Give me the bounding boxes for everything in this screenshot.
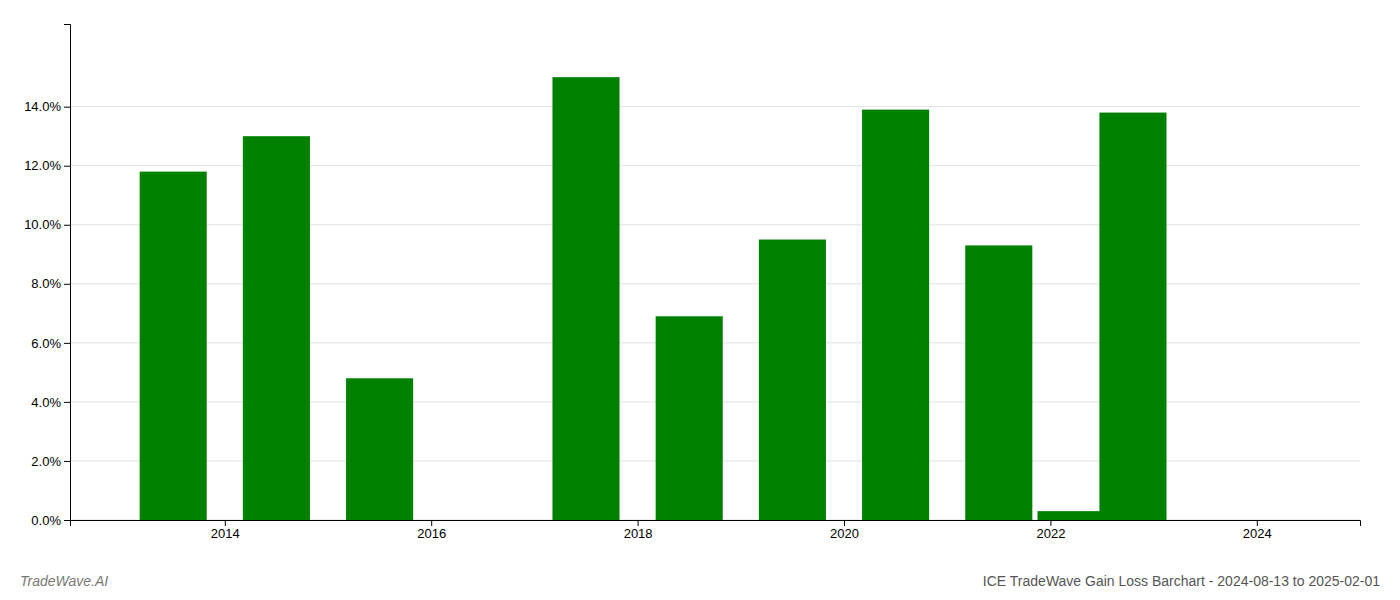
y-tick: 10.0% — [24, 217, 70, 232]
y-tick: 2.0% — [31, 454, 70, 469]
x-tick-label: 2020 — [830, 526, 859, 541]
bar — [1099, 113, 1166, 520]
bar — [243, 136, 310, 520]
bars — [140, 77, 1167, 520]
y-tick-label: 2.0% — [31, 454, 61, 469]
watermark: TradeWave.AI — [20, 573, 108, 589]
y-tick-mark — [64, 343, 70, 344]
y-tick-label: 4.0% — [31, 395, 61, 410]
x-tick: 2016 — [417, 520, 446, 541]
y-tick: 12.0% — [24, 158, 70, 173]
chart: 2014 2016 2018 2020 2022 2024 0.0% 2.0% 4.0% 6.0%… — [0, 0, 1400, 600]
x-tick: 2022 — [1036, 520, 1065, 541]
bar — [1038, 511, 1105, 520]
x-tick-label: 2022 — [1036, 526, 1065, 541]
y-tick-label: 0.0% — [31, 513, 61, 528]
bar — [140, 172, 207, 520]
x-axis-line — [71, 521, 1361, 527]
title: ICE TradeWave Gain Loss Barchart - 2024-… — [983, 573, 1380, 589]
x-tick-label: 2016 — [417, 526, 446, 541]
x-tick-mark — [225, 520, 226, 526]
y-tick-label: 12.0% — [24, 158, 61, 173]
bar — [965, 245, 1032, 520]
bar — [552, 77, 619, 520]
grid — [70, 107, 1360, 520]
bar — [862, 110, 929, 520]
x-tick-mark — [1050, 520, 1051, 526]
bar — [656, 316, 723, 520]
x-axis: 2014 2016 2018 2020 2022 2024 — [71, 520, 1361, 541]
x-tick-label: 2024 — [1243, 526, 1272, 541]
x-tick-mark — [1257, 520, 1258, 526]
bar — [759, 240, 826, 520]
x-tick: 2020 — [830, 520, 859, 541]
y-tick-mark — [64, 461, 70, 462]
y-tick-mark — [64, 107, 70, 108]
x-tick-mark — [844, 520, 845, 526]
y-tick-mark — [64, 284, 70, 285]
x-tick-mark — [431, 520, 432, 526]
y-tick-label: 14.0% — [24, 99, 61, 114]
x-tick: 2014 — [211, 520, 240, 541]
y-tick: 4.0% — [31, 395, 70, 410]
y-tick: 14.0% — [24, 99, 70, 114]
y-tick-mark — [64, 166, 70, 167]
x-tick-mark — [638, 520, 639, 526]
x-tick-label: 2014 — [211, 526, 240, 541]
bar — [346, 378, 413, 520]
y-tick-label: 8.0% — [31, 276, 61, 291]
y-tick-label: 10.0% — [24, 217, 61, 232]
x-tick-label: 2018 — [624, 526, 653, 541]
y-tick: 8.0% — [31, 276, 70, 291]
y-axis-line — [64, 25, 71, 521]
y-tick-label: 6.0% — [31, 336, 61, 351]
x-tick: 2024 — [1243, 520, 1272, 541]
y-tick: 6.0% — [31, 336, 70, 351]
y-tick-mark — [64, 402, 70, 403]
y-tick-mark — [64, 225, 70, 226]
grid-line — [70, 106, 1360, 107]
y-axis: 0.0% 2.0% 4.0% 6.0% 8.0% 10.0% 12.0% 14.0% — [24, 25, 70, 528]
y-tick-mark — [64, 520, 70, 521]
y-tick: 0.0% — [31, 513, 70, 528]
x-tick: 2018 — [624, 520, 653, 541]
